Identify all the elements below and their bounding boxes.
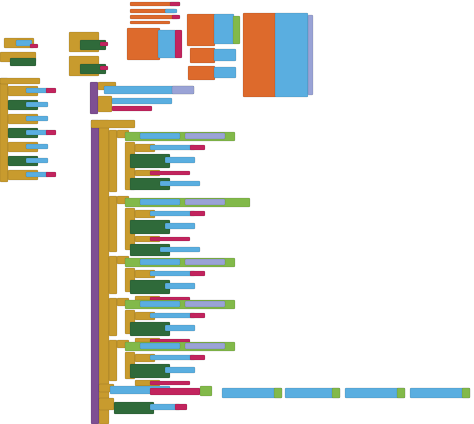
block[interactable] xyxy=(129,321,171,337)
block[interactable] xyxy=(213,48,237,62)
block[interactable] xyxy=(139,342,181,350)
block[interactable] xyxy=(129,20,171,25)
block[interactable] xyxy=(149,170,191,176)
block[interactable] xyxy=(25,157,49,164)
block[interactable] xyxy=(25,87,49,94)
block[interactable] xyxy=(174,403,188,411)
block[interactable] xyxy=(113,401,155,415)
block[interactable] xyxy=(149,210,196,217)
block[interactable] xyxy=(187,65,216,81)
block[interactable] xyxy=(184,342,226,350)
block[interactable] xyxy=(9,57,37,67)
block[interactable] xyxy=(159,246,201,253)
block[interactable] xyxy=(213,13,235,45)
block[interactable] xyxy=(409,387,471,399)
block[interactable] xyxy=(159,180,201,187)
block[interactable] xyxy=(164,366,196,374)
block[interactable] xyxy=(108,255,118,295)
block[interactable] xyxy=(45,171,57,178)
block[interactable] xyxy=(98,119,110,424)
block[interactable] xyxy=(99,41,109,47)
block[interactable] xyxy=(139,258,181,266)
block[interactable] xyxy=(189,354,206,361)
block[interactable] xyxy=(189,270,206,277)
block[interactable] xyxy=(164,282,196,290)
block[interactable] xyxy=(129,219,171,235)
block[interactable] xyxy=(213,66,237,79)
block[interactable] xyxy=(344,387,406,399)
block[interactable] xyxy=(184,258,226,266)
block[interactable] xyxy=(89,81,99,115)
block[interactable] xyxy=(157,29,177,59)
block[interactable] xyxy=(97,95,113,113)
block[interactable] xyxy=(199,385,213,397)
block[interactable] xyxy=(149,312,196,319)
block[interactable] xyxy=(126,27,161,61)
block[interactable] xyxy=(25,129,49,136)
block[interactable] xyxy=(461,387,471,399)
block[interactable] xyxy=(139,198,181,206)
block[interactable] xyxy=(396,387,406,399)
block[interactable] xyxy=(174,29,183,59)
block[interactable] xyxy=(221,387,283,399)
block[interactable] xyxy=(149,387,201,396)
block[interactable] xyxy=(189,312,206,319)
block[interactable] xyxy=(149,236,191,242)
block[interactable] xyxy=(25,101,49,108)
block[interactable] xyxy=(0,77,9,183)
block[interactable] xyxy=(129,279,171,295)
block[interactable] xyxy=(25,143,49,150)
block[interactable] xyxy=(90,119,136,129)
block[interactable] xyxy=(25,115,49,122)
block[interactable] xyxy=(331,387,341,399)
block[interactable] xyxy=(189,144,206,151)
block[interactable] xyxy=(307,14,314,96)
block[interactable] xyxy=(45,129,57,136)
block[interactable] xyxy=(111,97,173,105)
block[interactable] xyxy=(111,105,153,112)
block[interactable] xyxy=(108,195,118,253)
block[interactable] xyxy=(232,15,241,45)
block[interactable] xyxy=(139,300,181,308)
block[interactable] xyxy=(29,43,39,49)
block[interactable] xyxy=(189,47,216,64)
block[interactable] xyxy=(242,12,277,98)
block[interactable] xyxy=(108,129,118,193)
block[interactable] xyxy=(108,339,118,382)
block[interactable] xyxy=(171,14,181,20)
block[interactable] xyxy=(164,156,196,164)
block[interactable] xyxy=(184,132,226,140)
block[interactable] xyxy=(164,324,196,332)
block[interactable] xyxy=(274,12,309,98)
block[interactable] xyxy=(149,354,196,361)
block[interactable] xyxy=(169,1,181,7)
block[interactable] xyxy=(108,297,118,337)
block[interactable] xyxy=(129,14,179,20)
block[interactable] xyxy=(15,39,33,47)
block[interactable] xyxy=(99,65,109,71)
block[interactable] xyxy=(189,210,206,217)
block[interactable] xyxy=(184,300,226,308)
block[interactable] xyxy=(129,363,171,379)
block[interactable] xyxy=(284,387,341,399)
block[interactable] xyxy=(149,270,196,277)
block[interactable] xyxy=(45,87,57,94)
block[interactable] xyxy=(164,8,178,14)
block[interactable] xyxy=(164,222,196,230)
block[interactable] xyxy=(184,198,226,206)
block[interactable] xyxy=(273,387,283,399)
block[interactable] xyxy=(149,380,191,386)
block[interactable] xyxy=(98,397,115,411)
block[interactable] xyxy=(129,153,171,169)
block[interactable] xyxy=(139,132,181,140)
block[interactable] xyxy=(90,119,100,424)
block[interactable] xyxy=(171,85,195,95)
block[interactable] xyxy=(149,144,196,151)
block[interactable] xyxy=(0,77,41,85)
block[interactable] xyxy=(25,171,49,178)
block[interactable] xyxy=(186,13,216,47)
